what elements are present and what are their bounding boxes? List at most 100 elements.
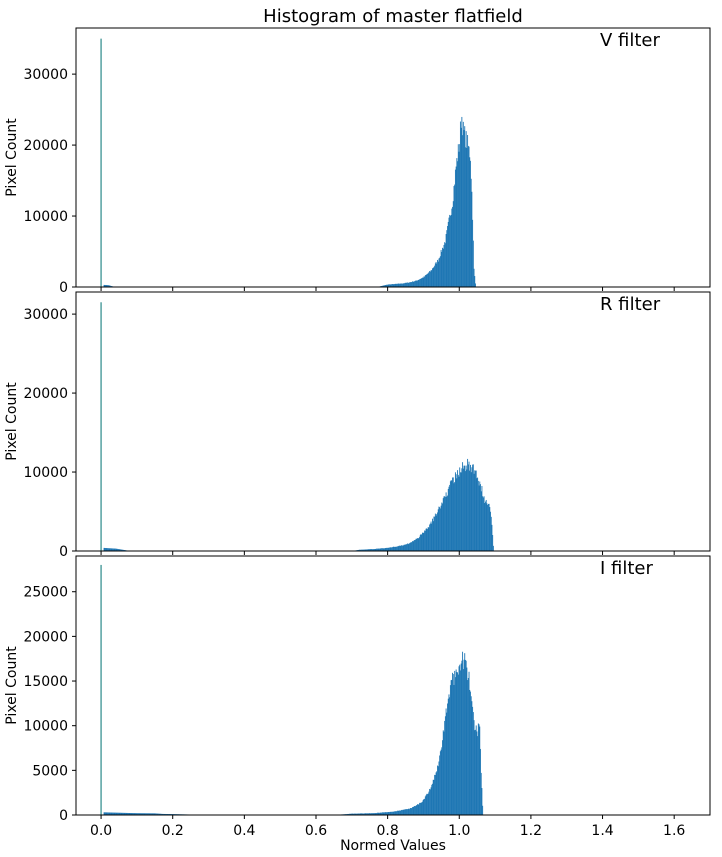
hist-bar: [355, 813, 357, 815]
hist-bar: [372, 813, 374, 815]
hist-bar: [381, 812, 383, 815]
hist-bar: [482, 496, 484, 551]
hist-bar: [457, 474, 459, 551]
hist-bar: [457, 674, 459, 815]
hist-bar: [472, 464, 474, 551]
hist-bar: [471, 191, 473, 287]
hist-bar: [430, 270, 432, 287]
hist-bar: [156, 813, 158, 815]
hist-bar: [452, 674, 454, 815]
hist-bar: [439, 751, 441, 815]
hist-bar: [416, 538, 418, 551]
hist-bar: [377, 548, 379, 551]
hist-bar: [456, 478, 458, 551]
hist-bar: [474, 470, 476, 551]
filter-label: I filter: [600, 558, 654, 579]
hist-bar: [373, 813, 375, 815]
hist-bar: [435, 261, 437, 287]
hist-bar: [463, 465, 465, 551]
x-tick-label: 0.2: [162, 823, 184, 839]
x-tick-label: 1.4: [591, 823, 613, 839]
hist-bar: [420, 533, 422, 551]
hist-bar: [446, 230, 448, 287]
hist-bar: [105, 285, 107, 287]
hist-bar: [401, 283, 403, 287]
hist-bar: [417, 804, 419, 815]
hist-bar: [440, 249, 442, 287]
hist-bar: [418, 279, 420, 287]
hist-bar: [440, 749, 442, 815]
hist-bar: [103, 812, 105, 815]
hist-bar: [375, 813, 377, 815]
zero-spike-bar: [100, 302, 102, 551]
hist-bar: [402, 809, 404, 815]
hist-bar: [411, 808, 413, 815]
hist-bar: [396, 283, 398, 287]
hist-bar: [425, 274, 427, 287]
hist-bar: [376, 812, 378, 815]
hist-bar: [449, 215, 451, 287]
hist-bar: [404, 544, 405, 551]
hist-bar: [381, 548, 383, 551]
hist-bar: [462, 135, 464, 287]
hist-bar: [388, 812, 390, 815]
hist-bar: [393, 284, 395, 287]
hist-bar: [423, 532, 425, 551]
hist-bar: [371, 813, 373, 815]
hist-bar: [375, 548, 377, 551]
hist-bar: [399, 545, 400, 551]
hist-bar: [442, 498, 444, 551]
hist-bar: [428, 527, 430, 551]
hist-bar: [158, 813, 159, 815]
hist-bar: [122, 549, 124, 551]
hist-bar: [404, 544, 406, 551]
hist-bar: [433, 779, 435, 815]
hist-bar: [116, 548, 118, 551]
hist-bar: [155, 813, 157, 815]
hist-bar: [442, 248, 444, 287]
hist-bar: [160, 813, 162, 815]
hist-bar: [391, 811, 393, 815]
hist-bar: [404, 282, 406, 287]
hist-bar: [371, 549, 373, 551]
hist-bar: [409, 282, 411, 287]
hist-bar: [115, 812, 116, 815]
hist-bar: [465, 131, 467, 287]
hist-bar: [121, 812, 123, 815]
hist-bar: [398, 283, 400, 287]
hist-bar: [412, 807, 414, 815]
hist-bar: [440, 505, 442, 551]
hist-bar: [450, 680, 452, 815]
hist-bar: [153, 813, 154, 815]
hist-bar: [127, 812, 129, 815]
hist-bar: [387, 547, 389, 551]
hist-bar: [356, 813, 358, 815]
hist-bar: [470, 464, 471, 551]
hist-bar: [394, 284, 395, 287]
hist-bar: [389, 812, 390, 815]
hist-bar: [397, 810, 399, 815]
hist-bar: [434, 265, 436, 287]
hist-bar: [436, 513, 438, 551]
hist-bar: [401, 545, 403, 551]
hist-bar: [409, 809, 411, 815]
hist-bar: [374, 549, 375, 551]
hist-bar: [350, 813, 352, 815]
hist-bar: [155, 813, 157, 815]
hist-bar: [371, 813, 373, 815]
hist-bar: [449, 484, 451, 551]
hist-bar: [127, 812, 129, 815]
hist-bar: [135, 813, 136, 815]
hist-bar: [394, 811, 396, 815]
hist-bar: [139, 813, 141, 815]
hist-bar: [159, 813, 161, 815]
hist-bar: [359, 549, 361, 551]
hist-bar: [412, 541, 414, 551]
hist-bar: [420, 278, 422, 287]
hist-bar: [454, 184, 456, 287]
hist-bar: [475, 725, 477, 815]
hist-bar: [427, 793, 429, 815]
hist-bar: [410, 808, 412, 815]
hist-bar: [115, 812, 117, 815]
hist-bar: [465, 471, 466, 551]
